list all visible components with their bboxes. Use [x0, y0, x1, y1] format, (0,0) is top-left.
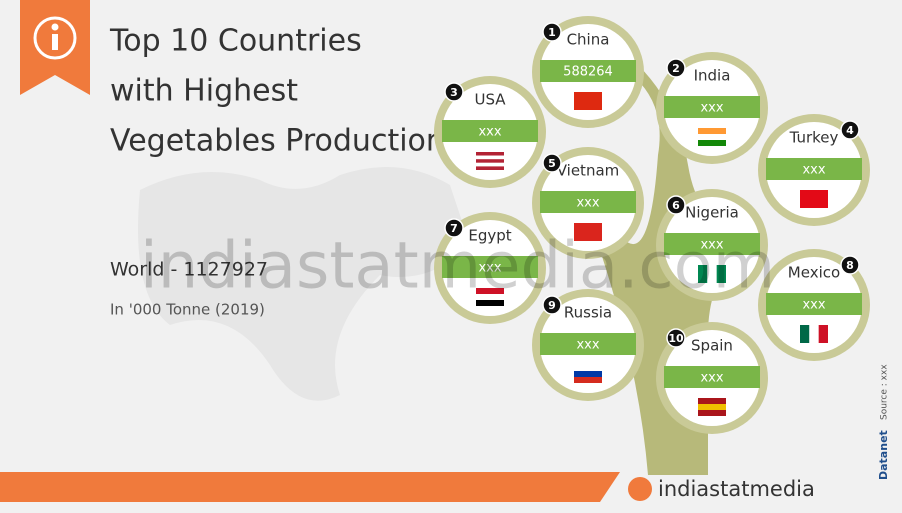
rank-badge [666, 58, 686, 78]
rank-number: 9 [548, 299, 556, 312]
country-name: India [694, 67, 731, 85]
country-name: USA [474, 91, 506, 109]
watermark: indiastatmedia.com [140, 230, 775, 304]
rank-number: 3 [450, 86, 458, 99]
flag [707, 265, 717, 283]
country-name: Spain [691, 337, 733, 355]
source: Source : xxx [880, 364, 890, 420]
title-line: Top 10 Countries [109, 24, 362, 59]
rank-number: 2 [672, 62, 680, 75]
rank-badge [444, 218, 464, 238]
country-name: Nigeria [685, 204, 739, 222]
rank-badge [666, 195, 686, 215]
value-band [664, 233, 760, 255]
brand: indiastatmedia [658, 477, 815, 501]
flag [574, 371, 602, 377]
country-value: xxx [700, 371, 723, 386]
title-line: with Highest [110, 74, 298, 109]
flag [574, 223, 602, 241]
value-band [766, 158, 862, 180]
country-value: xxx [802, 298, 825, 313]
flag [698, 265, 708, 283]
flag [698, 140, 726, 146]
country-name: Vietnam [557, 162, 620, 180]
rank-number: 10 [668, 332, 684, 345]
value-band [664, 96, 760, 118]
rank-badge [666, 328, 686, 348]
rank-badge [542, 22, 562, 42]
value-band [540, 191, 636, 213]
flag [476, 155, 504, 160]
country-name: Russia [564, 304, 612, 322]
country-value: xxx [802, 163, 825, 178]
info-icon [33, 16, 77, 60]
rank-badge [840, 255, 860, 275]
country-value: xxx [700, 238, 723, 253]
rank-badge [444, 82, 464, 102]
rank-number: 7 [450, 222, 458, 235]
flag [574, 365, 602, 371]
country-value: xxx [700, 101, 723, 116]
flag [698, 398, 726, 404]
country-value: xxx [576, 196, 599, 211]
value-band [442, 120, 538, 142]
flag [476, 159, 504, 163]
rank-number: 8 [846, 259, 854, 272]
flag [698, 404, 726, 410]
rank-badge [542, 153, 562, 173]
flag [698, 128, 726, 134]
value-band [766, 293, 862, 315]
value-band [664, 366, 760, 388]
value-band [442, 256, 538, 278]
country-name: Mexico [788, 264, 840, 282]
flag [809, 325, 819, 343]
unit: In '000 Tonne (2019) [110, 301, 265, 319]
flag [574, 92, 602, 110]
value-band [540, 60, 636, 82]
value-band [540, 333, 636, 355]
title-line: Vegetables Production [110, 124, 445, 159]
flag [476, 288, 504, 294]
flag [698, 410, 726, 416]
flag [476, 294, 504, 300]
footer-bar [0, 472, 600, 502]
country-value: 588264 [563, 65, 613, 80]
flag [476, 162, 504, 167]
flag [716, 265, 726, 283]
world-total: World - 1127927 [110, 259, 268, 281]
rank-badge [542, 295, 562, 315]
brand-icon [628, 477, 652, 501]
flag [476, 166, 504, 170]
datanet: Datanet [877, 430, 890, 480]
rank-number: 1 [548, 26, 556, 39]
flag [476, 152, 504, 156]
country-name: China [567, 31, 610, 49]
flag [698, 134, 726, 140]
info-icon [52, 34, 58, 50]
flag [574, 377, 602, 383]
country-value: xxx [478, 261, 501, 276]
rank-number: 6 [672, 199, 680, 212]
info-icon [51, 23, 59, 31]
country-name: Turkey [789, 129, 839, 147]
flag [818, 325, 828, 343]
footer-bar [600, 472, 620, 502]
rank-number: 4 [846, 124, 854, 137]
rank-badge [840, 120, 860, 140]
country-name: Egypt [468, 227, 511, 245]
country-value: xxx [478, 125, 501, 140]
flag [476, 300, 504, 306]
country-value: xxx [576, 338, 599, 353]
flag [800, 190, 828, 208]
flag [800, 325, 810, 343]
rank-number: 5 [548, 157, 556, 170]
world-map [138, 167, 470, 401]
